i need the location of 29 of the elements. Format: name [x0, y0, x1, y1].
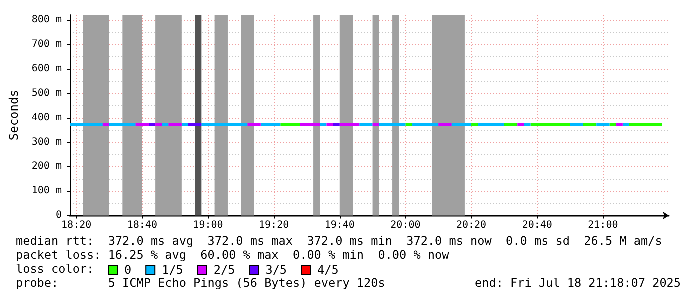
- x-tick-label: 21:00: [588, 220, 618, 232]
- text: median rtt: 372.0 ms avg 372.0 ms max 372.0 ms min 372.0 ms now 0.0 ms sd 26.5 M am/s: [16, 234, 662, 248]
- x-tick-label: 18:20: [62, 220, 92, 232]
- text: packet loss: 16.25 % avg 60.00 % max 0.00 % min 0.00 % now: [16, 248, 450, 262]
- x-tick-label: 20:00: [390, 220, 421, 232]
- x-tick-label: 19:20: [258, 220, 290, 232]
- legend-label: 0: [124, 263, 132, 277]
- legend-label: 4/5: [318, 263, 339, 277]
- legend-title: loss color:: [16, 262, 94, 276]
- y-tick-label: 800 m: [32, 14, 62, 26]
- x-tick-label: 19:40: [324, 220, 355, 232]
- text: probe: 5 ICMP Echo Pings (56 Bytes) every 120s: [16, 276, 386, 290]
- legend-label: 2/5: [214, 263, 236, 277]
- y-tick-label: 300 m: [32, 136, 62, 148]
- text: end: Fri Jul 18 21:18:07 2025: [475, 276, 681, 290]
- y-tick-label: 500 m: [32, 88, 62, 99]
- legend-label: 1/5: [162, 263, 184, 277]
- x-tick-label: 20:20: [456, 220, 487, 232]
- x-tick-label: 18:40: [127, 220, 158, 232]
- y-tick-label: 400 m: [32, 112, 62, 124]
- y-tick-label: 0: [56, 210, 62, 222]
- legend-label: 3/5: [266, 263, 288, 277]
- y-tick-label: 200 m: [32, 161, 62, 172]
- y-tick-label: 700 m: [32, 38, 62, 50]
- y-tick-label: 600 m: [32, 63, 62, 74]
- y-axis-title: Seconds: [7, 90, 21, 141]
- x-tick-label: 19:00: [193, 220, 224, 232]
- x-tick-label: 20:40: [522, 220, 552, 232]
- y-tick-label: 100 m: [32, 186, 62, 197]
